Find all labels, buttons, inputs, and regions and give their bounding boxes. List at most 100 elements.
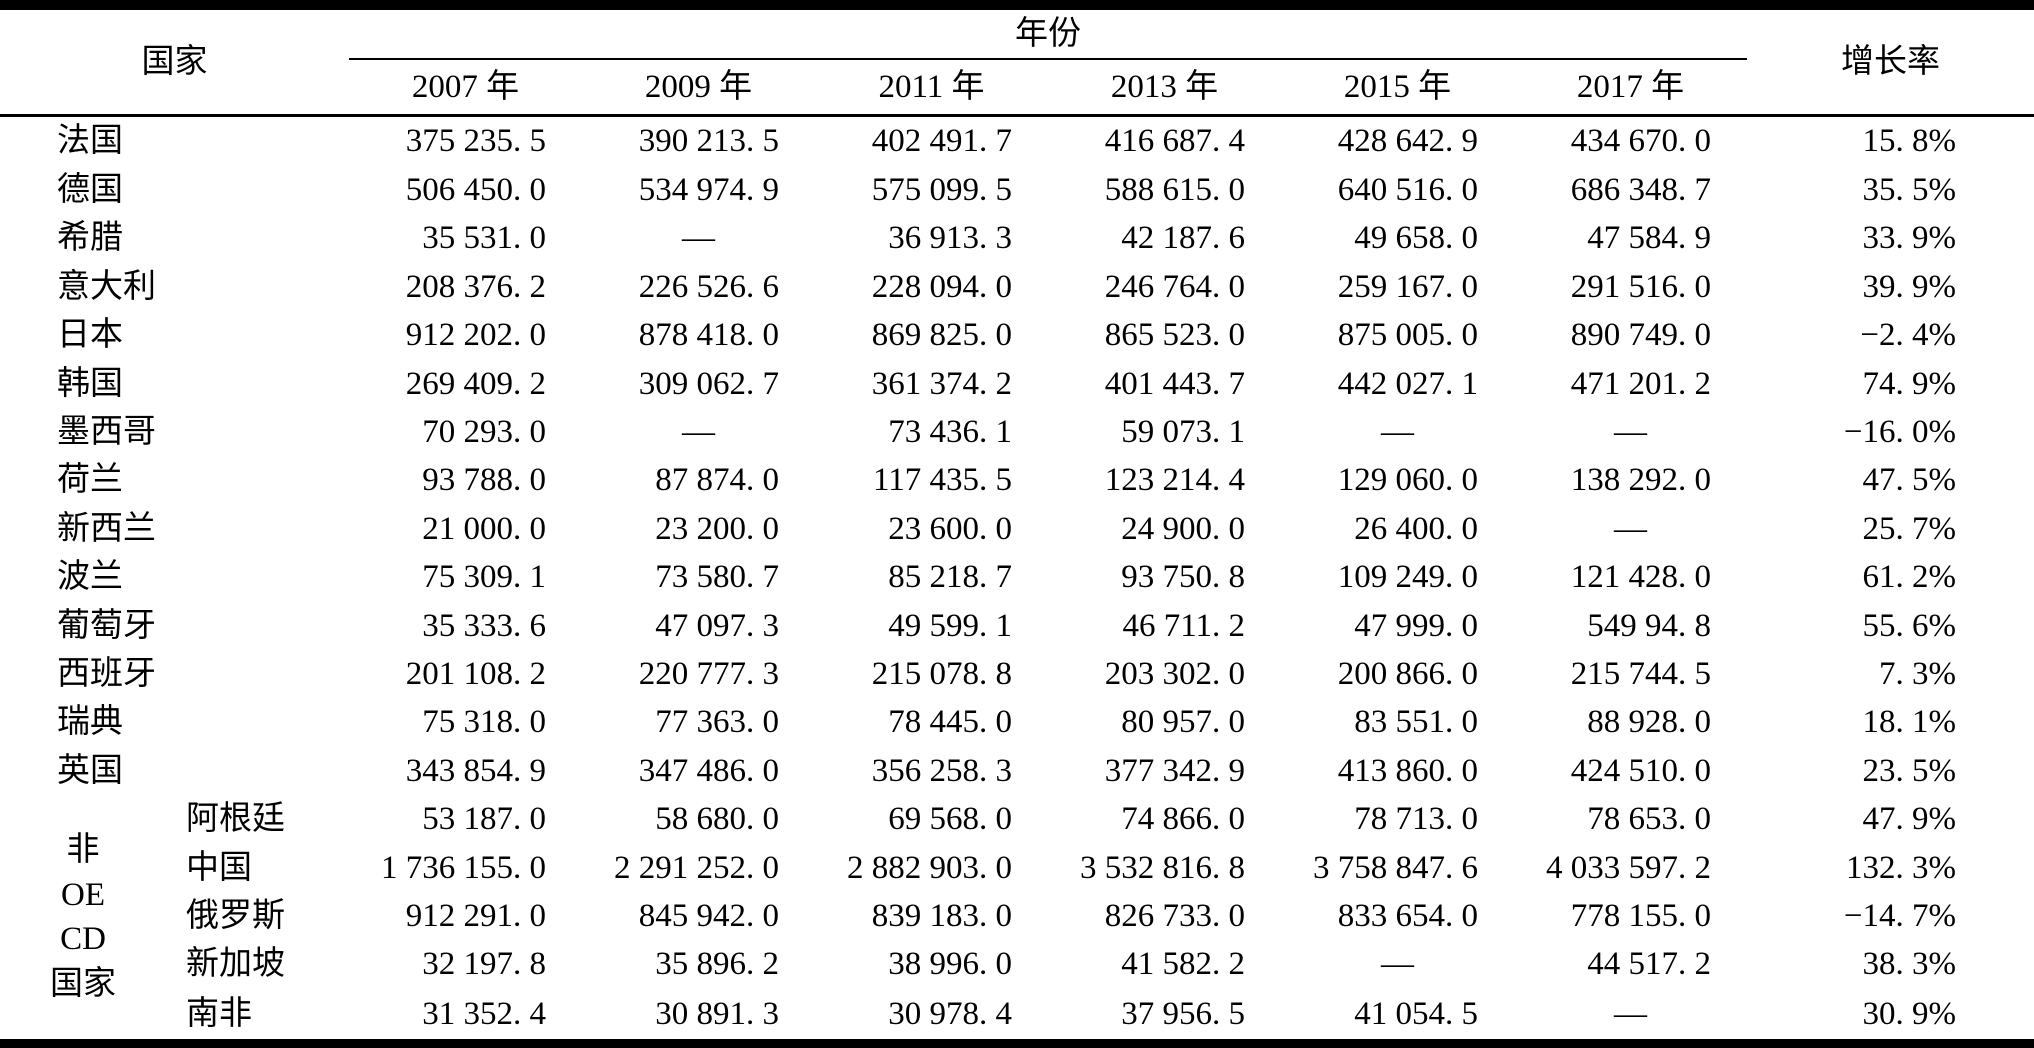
country-cell: 俄罗斯 [186, 898, 285, 935]
value-cell: 87 874. 0 [655, 462, 779, 499]
value-cell: 402 491. 7 [871, 123, 1012, 160]
value-cell: 74 866. 0 [1121, 801, 1245, 838]
country-cell: 荷兰 [57, 462, 123, 499]
growth-cell: 38. 3% [1862, 946, 1957, 983]
value-cell: 41 054. 5 [1354, 995, 1478, 1032]
value-cell: 2 291 252. 0 [614, 849, 779, 886]
group-label-line: 非 [66, 832, 100, 868]
value-cell: 138 292. 0 [1570, 462, 1711, 499]
value-cell: 413 860. 0 [1337, 752, 1478, 789]
missing-value-cell: — [682, 413, 715, 450]
table-row: 新加坡 32 197. 8 35 896. 2 38 996. 0 41 582. 2 —… [0, 940, 2034, 988]
value-cell: 228 094. 0 [871, 268, 1012, 305]
header-row-years: 2007 年 2009 年 2011 年 2013 年 2015 年 2017 年 [0, 59, 2034, 117]
growth-cell: 132. 3% [1846, 849, 1956, 886]
country-cell: 葡萄牙 [57, 607, 156, 644]
value-cell: 200 866. 0 [1337, 656, 1478, 693]
value-cell: 215 744. 5 [1570, 656, 1711, 693]
growth-cell: −14. 7% [1843, 898, 1956, 935]
growth-cell: 35. 5% [1862, 171, 1957, 208]
growth-cell: 30. 9% [1862, 995, 1957, 1032]
value-cell: 375 235. 5 [405, 123, 546, 160]
value-cell: 75 318. 0 [422, 704, 546, 741]
growth-cell: 33. 9% [1862, 220, 1957, 257]
value-cell: 78 653. 0 [1587, 801, 1711, 838]
table-row: 意大利 208 376. 2 226 526. 6 228 094. 0 246 764… [0, 263, 2034, 311]
value-cell: 471 201. 2 [1570, 365, 1711, 402]
country-header: 国家 [0, 5, 349, 117]
table-row: 中国 1 736 155. 0 2 291 252. 0 2 882 903. 0 3 … [0, 844, 2034, 892]
growth-cell: −16. 0% [1843, 413, 1956, 450]
value-cell: 778 155. 0 [1570, 898, 1711, 935]
value-cell: 93 750. 8 [1121, 559, 1245, 596]
value-cell: 220 777. 3 [638, 656, 779, 693]
value-cell: 117 435. 5 [872, 462, 1012, 499]
value-cell: 58 680. 0 [655, 801, 779, 838]
value-cell: 291 516. 0 [1570, 268, 1711, 305]
value-cell: 88 928. 0 [1587, 704, 1711, 741]
value-cell: 442 027. 1 [1337, 365, 1478, 402]
country-cell: 新西兰 [57, 510, 156, 547]
value-cell: 226 526. 6 [638, 268, 779, 305]
country-cell: 瑞典 [57, 704, 123, 741]
country-cell: 希腊 [57, 220, 123, 257]
value-cell: 123 214. 4 [1104, 462, 1245, 499]
value-cell: 839 183. 0 [871, 898, 1012, 935]
value-cell: 878 418. 0 [638, 317, 779, 354]
group-label-line: OE [61, 876, 105, 913]
growth-cell: 47. 9% [1862, 801, 1957, 838]
value-cell: 875 005. 0 [1337, 317, 1478, 354]
value-cell: 93 788. 0 [422, 462, 546, 499]
value-cell: 588 615. 0 [1104, 171, 1245, 208]
value-cell: 35 896. 2 [655, 946, 779, 983]
value-cell: 3 532 816. 8 [1080, 849, 1245, 886]
missing-value-cell: — [1614, 995, 1647, 1032]
country-cell: 意大利 [57, 268, 156, 305]
value-cell: 575 099. 5 [871, 171, 1012, 208]
value-cell: 549 94. 8 [1587, 607, 1711, 644]
value-cell: 4 033 597. 2 [1546, 849, 1711, 886]
year-header: 2015 年 [1281, 59, 1514, 117]
value-cell: 85 218. 7 [888, 559, 1012, 596]
table-row: 新西兰 21 000. 0 23 200. 0 23 600. 0 24 900. 0 2… [0, 505, 2034, 553]
year-group-header: 年份 [349, 5, 1747, 60]
value-cell: 361 374. 2 [871, 365, 1012, 402]
country-cell: 德国 [57, 171, 123, 208]
growth-cell: 7. 3% [1879, 656, 1956, 693]
table-row: 日本 912 202. 0 878 418. 0 869 825. 0 865 523.… [0, 311, 2034, 359]
value-cell: 35 333. 6 [422, 607, 546, 644]
value-cell: 109 249. 0 [1337, 559, 1478, 596]
country-cell: 韩国 [57, 365, 123, 402]
missing-value-cell: — [682, 220, 715, 257]
value-cell: 215 078. 8 [871, 656, 1012, 693]
value-cell: 845 942. 0 [638, 898, 779, 935]
value-cell: 69 568. 0 [888, 801, 1012, 838]
table-row: 英国 343 854. 9 347 486. 0 356 258. 3 377 342.… [0, 747, 2034, 795]
value-cell: 269 409. 2 [405, 365, 546, 402]
table-row: 俄罗斯 912 291. 0 845 942. 0 839 183. 0 826 733… [0, 892, 2034, 940]
value-cell: 26 400. 0 [1354, 510, 1478, 547]
value-cell: 78 713. 0 [1354, 801, 1478, 838]
value-cell: 686 348. 7 [1570, 171, 1711, 208]
value-cell: 203 302. 0 [1104, 656, 1245, 693]
missing-value-cell: — [1614, 510, 1647, 547]
value-cell: 49 658. 0 [1354, 220, 1478, 257]
value-cell: 2 882 903. 0 [847, 849, 1012, 886]
value-cell: 3 758 847. 6 [1313, 849, 1478, 886]
value-cell: 70 293. 0 [422, 413, 546, 450]
value-cell: 424 510. 0 [1570, 752, 1711, 789]
value-cell: 201 108. 2 [405, 656, 546, 693]
value-cell: 356 258. 3 [871, 752, 1012, 789]
value-cell: 41 582. 2 [1121, 946, 1245, 983]
value-cell: 49 599. 1 [888, 607, 1012, 644]
value-cell: 347 486. 0 [638, 752, 779, 789]
value-cell: 44 517. 2 [1587, 946, 1711, 983]
value-cell: 35 531. 0 [422, 220, 546, 257]
country-cell: 新加坡 [186, 946, 285, 983]
country-cell: 西班牙 [57, 656, 156, 693]
country-cell: 英国 [57, 752, 123, 789]
value-cell: 21 000. 0 [422, 510, 546, 547]
table-row: 荷兰 93 788. 0 87 874. 0 117 435. 5 123 214. 4… [0, 456, 2034, 504]
growth-cell: 25. 7% [1862, 510, 1957, 547]
